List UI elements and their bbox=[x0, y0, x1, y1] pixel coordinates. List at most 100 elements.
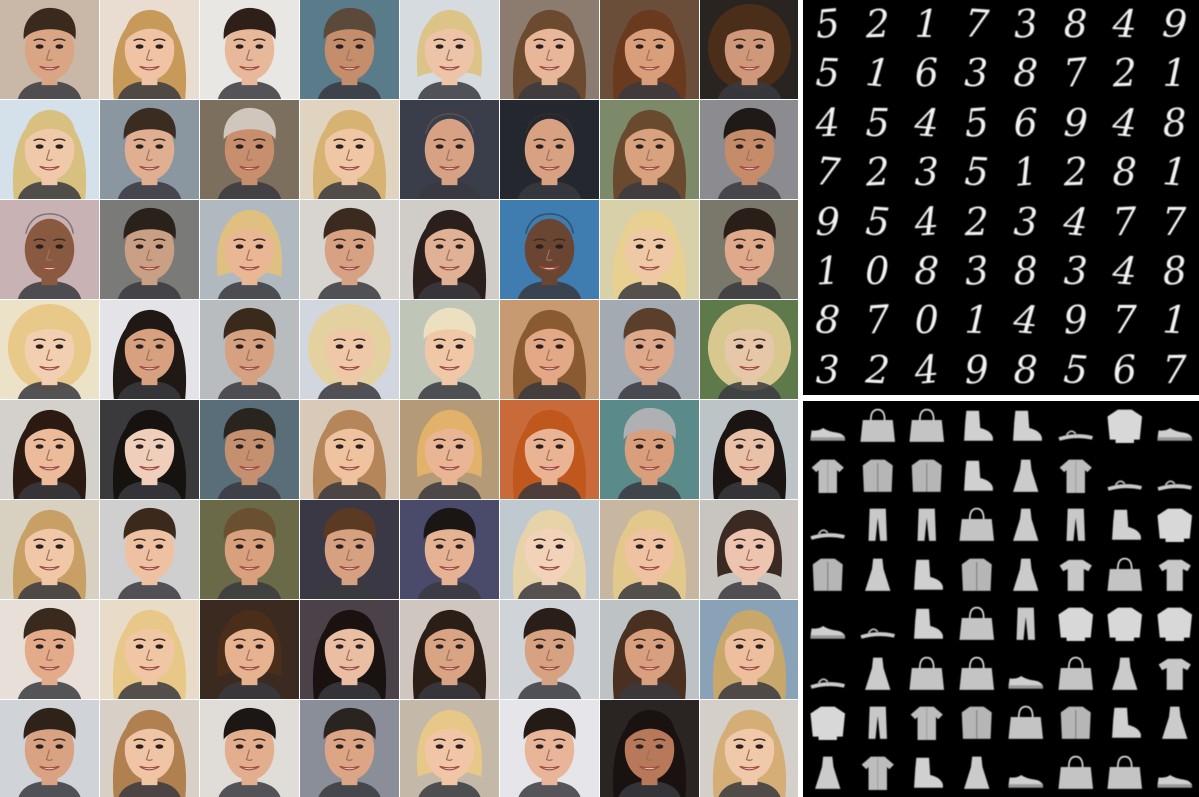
digit-cell: 2 bbox=[851, 344, 903, 395]
face-portrait-icon bbox=[400, 400, 499, 499]
face-portrait-icon bbox=[300, 300, 399, 399]
digit-cell: 4 bbox=[900, 97, 953, 150]
face-thumbnail bbox=[0, 500, 99, 599]
digit-cell: 7 bbox=[851, 295, 904, 348]
face-thumbnail bbox=[700, 600, 798, 699]
fashion-item bbox=[1001, 550, 1051, 600]
face-portrait-icon bbox=[200, 600, 299, 699]
face-portrait-icon bbox=[300, 400, 399, 499]
fashion-grid-panel bbox=[803, 401, 1199, 797]
face-thumbnail bbox=[600, 500, 699, 599]
digit-cell: 7 bbox=[1048, 47, 1102, 101]
coat-icon bbox=[956, 702, 998, 744]
fashion-item bbox=[1051, 649, 1101, 699]
sandal-icon bbox=[1055, 405, 1097, 447]
face-thumbnail bbox=[300, 600, 399, 699]
ankle-boot-icon bbox=[906, 554, 948, 596]
fashion-item bbox=[853, 500, 903, 550]
digit-cell: 0 bbox=[853, 247, 903, 296]
pullover-icon bbox=[1154, 504, 1196, 546]
digit-cell: 9 bbox=[1147, 0, 1199, 51]
fashion-item bbox=[1051, 599, 1101, 649]
face-portrait-icon bbox=[600, 300, 699, 399]
digit-cell: 1 bbox=[1149, 49, 1199, 99]
face-thumbnail bbox=[600, 700, 699, 797]
face-thumbnail bbox=[0, 300, 99, 399]
face-grid-panel bbox=[0, 0, 798, 797]
face-thumbnail bbox=[400, 200, 499, 299]
fashion-item bbox=[1051, 550, 1101, 600]
fashion-item bbox=[1100, 698, 1150, 748]
dress-icon bbox=[1005, 554, 1047, 596]
face-portrait-icon bbox=[300, 700, 399, 797]
fashion-item bbox=[952, 500, 1002, 550]
face-portrait-icon bbox=[200, 200, 299, 299]
fashion-item bbox=[952, 550, 1002, 600]
digit-cell: 1 bbox=[1148, 295, 1199, 347]
tshirt-icon bbox=[1055, 554, 1097, 596]
ankle-boot-icon bbox=[956, 455, 998, 497]
bag-icon bbox=[956, 653, 998, 695]
coat-icon bbox=[956, 554, 998, 596]
bag-icon bbox=[906, 653, 948, 695]
face-thumbnail bbox=[500, 600, 599, 699]
face-portrait-icon bbox=[200, 700, 299, 797]
digit-cell: 4 bbox=[900, 196, 953, 249]
fashion-item bbox=[1001, 401, 1051, 451]
digit-cell: 8 bbox=[1001, 345, 1051, 395]
face-thumbnail bbox=[100, 100, 199, 199]
face-thumbnail bbox=[500, 400, 599, 499]
dress-icon bbox=[857, 554, 899, 596]
bag-icon bbox=[1104, 554, 1146, 596]
face-portrait-icon bbox=[700, 300, 798, 399]
digit-cell: 7 bbox=[803, 146, 855, 200]
fashion-item bbox=[803, 649, 853, 699]
digit-cell: 7 bbox=[1099, 196, 1151, 248]
face-portrait-icon bbox=[100, 600, 199, 699]
face-portrait-icon bbox=[600, 200, 699, 299]
digit-cell: 4 bbox=[1098, 245, 1151, 298]
ankle-boot-icon bbox=[1104, 504, 1146, 546]
fashion-item bbox=[1051, 698, 1101, 748]
face-thumbnail bbox=[100, 200, 199, 299]
fashion-item bbox=[1001, 500, 1051, 550]
digit-cell: 4 bbox=[900, 344, 954, 395]
face-thumbnail bbox=[0, 600, 99, 699]
face-portrait-icon bbox=[200, 500, 299, 599]
face-portrait-icon bbox=[400, 600, 499, 699]
bag-icon bbox=[1104, 752, 1146, 794]
shirt-icon bbox=[1055, 455, 1097, 497]
sandal-icon bbox=[807, 653, 849, 695]
fashion-item bbox=[803, 500, 853, 550]
fashion-item bbox=[1100, 401, 1150, 451]
fashion-item bbox=[902, 500, 952, 550]
fashion-item bbox=[902, 599, 952, 649]
digit-cell: 5 bbox=[950, 97, 1003, 150]
digit-cell: 3 bbox=[949, 245, 1003, 299]
fashion-item bbox=[952, 748, 1002, 797]
digit-cell: 3 bbox=[902, 148, 952, 197]
digit-cell: 1 bbox=[951, 295, 1002, 346]
face-portrait-icon bbox=[700, 700, 798, 797]
face-thumbnail bbox=[200, 100, 299, 199]
digit-cell: 7 bbox=[1149, 345, 1199, 395]
fashion-item bbox=[803, 401, 853, 451]
fashion-item bbox=[1100, 550, 1150, 600]
digit-cell: 3 bbox=[1000, 197, 1051, 248]
digit-cell: 8 bbox=[1050, 0, 1100, 50]
trouser-icon bbox=[1005, 603, 1047, 645]
fashion-item bbox=[1001, 698, 1051, 748]
fashion-item bbox=[902, 451, 952, 501]
digit-cell: 9 bbox=[951, 345, 1002, 395]
fashion-item bbox=[1150, 649, 1199, 699]
face-thumbnail bbox=[300, 700, 399, 797]
sandal-icon bbox=[807, 504, 849, 546]
digit-cell: 2 bbox=[1050, 147, 1101, 198]
digit-cell: 4 bbox=[1099, 0, 1150, 50]
face-portrait-icon bbox=[600, 600, 699, 699]
coat-icon bbox=[906, 455, 948, 497]
fashion-item bbox=[1150, 451, 1199, 501]
face-portrait-icon bbox=[0, 0, 99, 99]
digit-cell: 3 bbox=[803, 346, 853, 395]
face-thumbnail bbox=[600, 100, 699, 199]
